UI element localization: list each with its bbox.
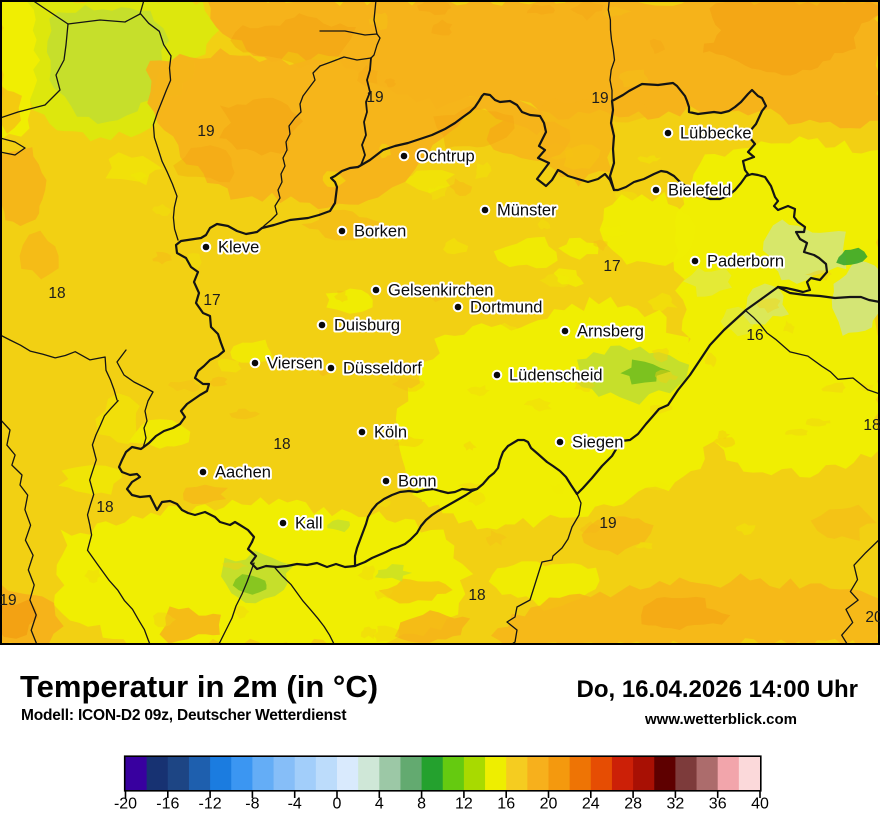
- svg-text:4: 4: [375, 796, 384, 813]
- svg-text:Borken: Borken: [354, 223, 406, 241]
- svg-text:18: 18: [273, 436, 290, 453]
- svg-text:-8: -8: [245, 796, 259, 813]
- svg-text:0: 0: [333, 796, 342, 813]
- svg-text:Gelsenkirchen: Gelsenkirchen: [388, 282, 493, 300]
- svg-text:16: 16: [497, 796, 515, 813]
- svg-text:18: 18: [96, 499, 113, 516]
- svg-text:12: 12: [455, 796, 473, 813]
- svg-text:Düsseldorf: Düsseldorf: [343, 360, 422, 378]
- svg-text:Lüdenscheid: Lüdenscheid: [509, 367, 603, 385]
- svg-text:32: 32: [667, 796, 685, 813]
- svg-text:16: 16: [746, 327, 763, 344]
- svg-text:17: 17: [203, 292, 220, 309]
- svg-text:24: 24: [582, 796, 600, 813]
- svg-text:-16: -16: [156, 796, 179, 813]
- svg-text:18: 18: [468, 587, 485, 604]
- svg-text:28: 28: [624, 796, 642, 813]
- svg-text:Duisburg: Duisburg: [334, 317, 400, 335]
- svg-text:18: 18: [863, 417, 880, 434]
- svg-text:40: 40: [751, 796, 769, 813]
- svg-text:19: 19: [591, 90, 608, 107]
- svg-text:Köln: Köln: [374, 424, 407, 442]
- svg-text:Viersen: Viersen: [267, 355, 323, 373]
- svg-text:-4: -4: [288, 796, 302, 813]
- svg-text:19: 19: [197, 123, 214, 140]
- svg-text:20: 20: [540, 796, 558, 813]
- svg-text:Kall: Kall: [295, 515, 323, 533]
- svg-text:19: 19: [599, 515, 616, 532]
- svg-text:18: 18: [48, 285, 65, 302]
- svg-text:Lübbecke: Lübbecke: [680, 125, 752, 143]
- svg-text:19: 19: [366, 89, 383, 106]
- svg-text:Paderborn: Paderborn: [707, 253, 784, 271]
- svg-text:8: 8: [417, 796, 426, 813]
- svg-text:19: 19: [0, 592, 17, 609]
- svg-text:36: 36: [709, 796, 727, 813]
- svg-text:Dortmund: Dortmund: [470, 299, 542, 317]
- svg-text:Ochtrup: Ochtrup: [416, 148, 475, 166]
- svg-text:Aachen: Aachen: [215, 464, 271, 482]
- svg-text:Bonn: Bonn: [398, 473, 437, 491]
- svg-text:-20: -20: [114, 796, 137, 813]
- svg-text:17: 17: [603, 258, 620, 275]
- svg-text:Kleve: Kleve: [218, 239, 259, 257]
- svg-text:-12: -12: [199, 796, 222, 813]
- svg-text:Siegen: Siegen: [572, 434, 623, 452]
- svg-text:20: 20: [865, 609, 880, 626]
- svg-text:Bielefeld: Bielefeld: [668, 182, 731, 200]
- svg-text:Arnsberg: Arnsberg: [577, 323, 644, 341]
- svg-text:Münster: Münster: [497, 202, 557, 220]
